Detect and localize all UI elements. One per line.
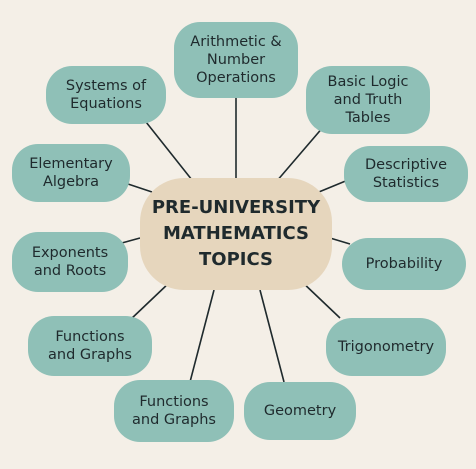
connector-trigonometry [299,279,341,319]
topic-label-trigonometry: Trigonometry [337,339,435,355]
central-topic-node: PRE-UNIVERSITY MATHEMATICS TOPICS [140,178,332,290]
topic-label-basic-logic: Basic Logic and Truth Tables [327,74,409,126]
topic-node-trigonometry: Trigonometry [326,318,446,376]
topic-label-arithmetic: Arithmetic & Number Operations [190,34,282,86]
topic-label-geometry: Geometry [263,403,337,419]
connector-functions-graphs-left [129,281,171,321]
topic-node-functions-graphs-left: Functions and Graphs [28,316,152,376]
topic-label-functions-graphs-bottom: Functions and Graphs [132,394,216,428]
connector-elementary-algebra [127,183,153,193]
topic-node-basic-logic: Basic Logic and Truth Tables [306,66,430,134]
topic-node-geometry: Geometry [244,382,356,440]
topic-label-elementary-algebra: Elementary Algebra [29,156,113,190]
topic-node-probability: Probability [342,238,466,290]
topic-label-functions-graphs-left: Functions and Graphs [48,329,132,363]
topic-label-exponents-roots: Exponents and Roots [31,245,109,279]
topic-node-descriptive-statistics: Descriptive Statistics [344,146,468,202]
connector-probability [329,237,351,245]
topic-node-exponents-roots: Exponents and Roots [12,232,128,292]
topic-node-functions-graphs-bottom: Functions and Graphs [114,380,234,442]
connector-systems-of-equations [145,121,193,181]
topic-label-probability: Probability [365,256,443,272]
topic-label-descriptive-statistics: Descriptive Statistics [364,157,448,191]
topic-node-elementary-algebra: Elementary Algebra [12,144,130,202]
topic-label-systems-of-equations: Systems of Equations [65,78,147,112]
central-topic-label: PRE-UNIVERSITY MATHEMATICS TOPICS [151,197,321,270]
connector-geometry [259,289,285,383]
connector-functions-graphs-bottom [189,289,215,383]
connector-basic-logic [275,125,325,183]
topic-node-arithmetic: Arithmetic & Number Operations [174,22,298,98]
topic-node-systems-of-equations: Systems of Equations [46,66,166,124]
